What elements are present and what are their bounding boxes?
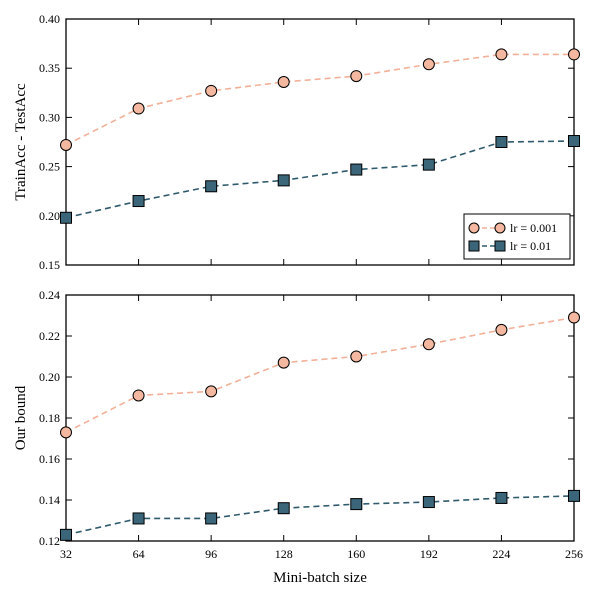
data-point-circle [495, 323, 508, 336]
top-panel: 0.15 0.20 0.25 0.30 0.35 0.40 TrainAcc - TestA… [13, 12, 580, 272]
data-point-circle [277, 356, 290, 369]
data-point-circle [350, 70, 363, 83]
data-point-circle [60, 426, 72, 439]
data-point-square [422, 496, 435, 509]
y-tick-label: 0.22 [39, 329, 60, 343]
y-tick-label: 0.24 [39, 288, 60, 302]
data-point-square [132, 512, 145, 525]
data-point-square [495, 136, 508, 148]
y-tick-label: 0.20 [39, 209, 60, 223]
legend-label: lr = 0.01 [510, 239, 551, 253]
data-point-square [350, 163, 363, 176]
series-line-squares [65, 140, 575, 219]
y-tick-label: 0.30 [39, 110, 60, 124]
series-line-circles [65, 316, 575, 434]
x-tick-label: 128 [275, 547, 293, 561]
x-tick-label: 32 [60, 547, 72, 561]
x-tick-label: 192 [420, 547, 438, 561]
y-tick-label: 0.12 [39, 534, 60, 548]
y-tick-label: 0.25 [39, 160, 60, 174]
data-point-circle [60, 138, 72, 151]
y-tick-label: 0.15 [39, 258, 60, 272]
series-line-circles [65, 53, 574, 146]
legend-marker-circle [468, 222, 480, 234]
data-point-circle [205, 84, 218, 97]
y-tick-label: 0.18 [39, 411, 60, 425]
data-point-square [422, 158, 435, 171]
data-point-square [205, 512, 218, 525]
data-point-square [277, 174, 290, 187]
x-axis-label: Mini-batch size [273, 570, 367, 586]
data-point-circle [277, 75, 290, 88]
x-tick-label: 224 [492, 547, 510, 561]
legend-marker-circle [494, 222, 506, 234]
y-tick-label: 0.20 [39, 370, 60, 384]
x-tick-label: 160 [347, 547, 365, 561]
data-point-square [568, 489, 580, 502]
bottom-panel: 0.12 0.14 0.16 0.18 0.20 0.22 0.24 32 64 96 128 160… [13, 288, 583, 586]
y-tick-label: 0.35 [39, 61, 60, 75]
data-point-circle [132, 389, 145, 402]
legend-marker-square [468, 240, 480, 252]
legend-marker-square [494, 240, 506, 252]
data-point-circle [568, 311, 580, 324]
y-tick-label: 0.40 [39, 12, 60, 26]
x-tick-label: 96 [205, 547, 217, 561]
data-point-circle [422, 338, 435, 351]
data-point-circle [350, 350, 363, 363]
x-tick-label: 64 [133, 547, 145, 561]
data-point-square [60, 528, 72, 541]
data-point-square [568, 135, 580, 148]
data-point-square [277, 502, 290, 515]
data-point-square [495, 491, 508, 504]
y-tick-label: 0.16 [39, 452, 60, 466]
y-axis-label: Our bound [13, 385, 29, 450]
data-point-square [350, 498, 363, 511]
data-point-circle [495, 48, 508, 61]
data-point-square [60, 211, 72, 224]
data-point-circle [422, 58, 435, 71]
data-point-circle [205, 385, 218, 398]
y-tick-label: 0.14 [39, 493, 60, 507]
data-point-circle [568, 48, 580, 61]
data-point-square [205, 180, 218, 193]
data-point-circle [132, 102, 145, 115]
y-axis-label: TrainAcc - TestAcc [13, 83, 29, 201]
x-tick-label: 256 [565, 547, 583, 561]
legend-label: lr = 0.001 [510, 221, 557, 235]
legend-box [463, 213, 571, 260]
data-point-square [132, 195, 145, 208]
